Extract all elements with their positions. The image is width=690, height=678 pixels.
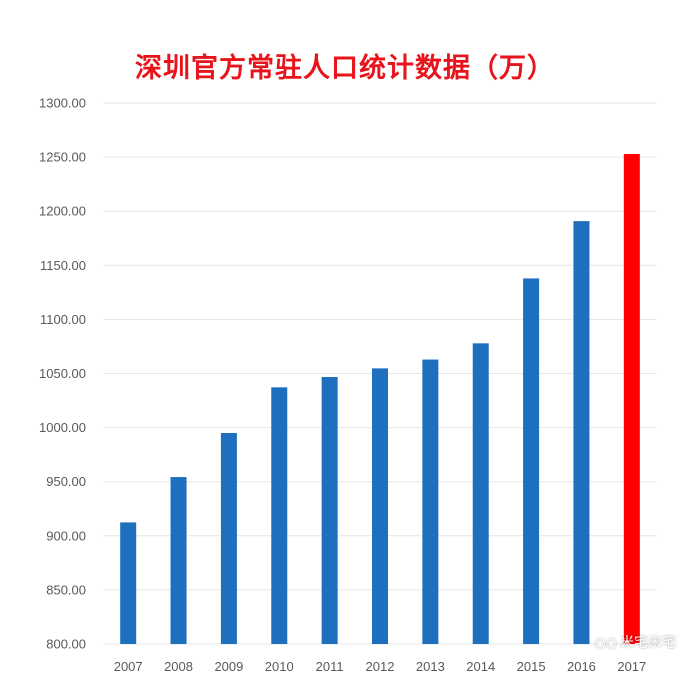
- watermark: ○○ 米宅米宅: [594, 632, 676, 652]
- x-tick-label: 2017: [617, 659, 646, 674]
- bars: [120, 154, 640, 644]
- wechat-icon: ○○: [594, 636, 617, 651]
- x-tick-label: 2012: [366, 659, 395, 674]
- y-tick-label: 1300.00: [39, 96, 86, 111]
- bar-2016: [573, 221, 590, 644]
- x-tick-label: 2014: [466, 659, 495, 674]
- x-tick-label: 2013: [416, 659, 445, 674]
- x-tick-label: 2010: [265, 659, 294, 674]
- y-tick-label: 800.00: [46, 637, 86, 652]
- x-tick-label: 2008: [164, 659, 193, 674]
- x-tick-label: 2009: [214, 659, 243, 674]
- y-tick-label: 1050.00: [39, 366, 86, 381]
- y-axis-ticks: 800.00 850.00 900.00 950.00 1000.00 1050.00 11…: [39, 96, 86, 652]
- bar-2017: [623, 154, 640, 644]
- y-tick-label: 850.00: [46, 582, 86, 597]
- bar-2009: [220, 432, 237, 644]
- y-tick-label: 1150.00: [40, 258, 86, 273]
- x-tick-label: 2011: [316, 659, 344, 674]
- bar-2015: [523, 278, 540, 644]
- y-tick-label: 900.00: [46, 528, 86, 543]
- x-tick-label: 2007: [114, 659, 143, 674]
- y-tick-label: 950.00: [46, 474, 86, 489]
- bar-2010: [271, 387, 288, 644]
- y-tick-label: 1000.00: [39, 420, 86, 435]
- x-axis-ticks: 2007 2008 2009 2010 2011 2012 2013 2014 2015 2016…: [114, 659, 647, 674]
- x-tick-label: 2016: [567, 659, 596, 674]
- chart-title: 深圳官方常驻人口统计数据（万）: [135, 53, 555, 84]
- watermark-text: 米宅米宅: [620, 635, 676, 651]
- y-tick-label: 1100.00: [40, 312, 86, 327]
- y-tick-label: 1250.00: [39, 150, 86, 165]
- x-tick-label: 2015: [517, 659, 546, 674]
- bar-2008: [170, 477, 187, 644]
- bar-2013: [422, 359, 439, 644]
- bar-2007: [120, 522, 137, 644]
- bar-2011: [321, 377, 338, 644]
- y-tick-label: 1200.00: [39, 204, 86, 219]
- bar-2014: [472, 343, 489, 644]
- bar-2012: [372, 368, 388, 644]
